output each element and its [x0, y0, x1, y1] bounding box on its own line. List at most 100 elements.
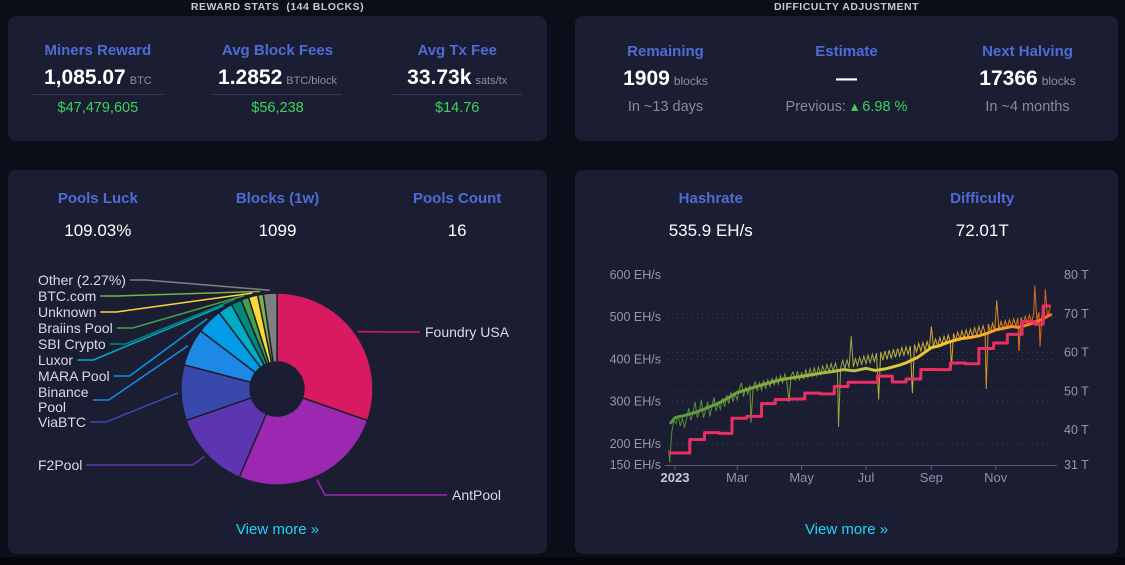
stat-value: 535.9 EH/s	[668, 221, 753, 240]
x-tick-label: Sep	[920, 470, 943, 485]
stat-value: 33.73k	[407, 65, 472, 89]
pie-label: ViaBTC	[38, 414, 86, 430]
pie-label-line	[116, 295, 245, 329]
stat-unit: BTC	[129, 74, 152, 87]
stat-value: 1,085.07	[43, 65, 126, 89]
stat-label: Remaining	[627, 42, 704, 60]
stat-pools-count: Pools Count 16	[367, 190, 547, 241]
pie-label-line	[89, 392, 179, 423]
stat-value: 109.03%	[64, 221, 132, 240]
y-right-tick-label: 60 T	[1064, 346, 1089, 360]
pie-label: AntPool	[452, 487, 501, 503]
y-right-tick-label: 40 T	[1064, 423, 1089, 437]
divider	[392, 93, 522, 95]
pie-label-line	[100, 292, 253, 313]
right-column: DIFFICULTY ADJUSTMENT Remaining 1909 bloc…	[575, 0, 1118, 565]
previous-label: Previous:	[785, 98, 846, 115]
pie-label: SBI Crypto	[38, 336, 106, 352]
stat-usd-value: $56,238	[251, 99, 304, 116]
stat-sub: Previous: ▴ 6.98 %	[756, 99, 937, 115]
stat-unit: blocks	[673, 73, 708, 88]
stat-difficulty: Difficulty 72.01T	[847, 190, 1119, 241]
y-right-tick-label: 70 T	[1064, 307, 1089, 321]
pie-label-line	[129, 279, 270, 292]
reward-stats-panel: Miners Reward 1,085.07 BTC $47,479,605 Av…	[8, 16, 547, 141]
stat-label: Estimate	[815, 42, 878, 60]
stat-value: 1.2852	[218, 65, 283, 89]
y-left-tick-label: 300 EH/s	[610, 395, 661, 409]
footer-strip	[0, 557, 1125, 565]
stat-remaining: Remaining 1909 blocks In ~13 days	[575, 43, 756, 115]
stat-label: Pools Luck	[57, 190, 138, 207]
stat-usd-value: $14.76	[435, 99, 480, 116]
stat-label: Pools Count	[413, 190, 502, 207]
reward-stats-title: REWARD STATS	[190, 1, 280, 13]
x-tick-label: Jul	[858, 470, 875, 485]
difficulty-step-line	[668, 304, 1051, 455]
stat-label: Avg Tx Fee	[417, 41, 497, 59]
stat-miners-reward: Miners Reward 1,085.07 BTC $47,479,605	[8, 42, 188, 116]
previous-change-value: ▴ 6.98 %	[851, 98, 908, 115]
stat-label: Difficulty	[950, 190, 1015, 207]
stat-value: 1909	[623, 66, 670, 90]
stat-avg-tx-fee: Avg Tx Fee 33.73k sats/tx $14.76	[367, 42, 547, 116]
x-tick-label: May	[789, 470, 814, 485]
pie-label-line	[316, 479, 447, 496]
divider	[212, 93, 343, 95]
pie-label-line	[100, 290, 260, 297]
pie-label: BTC.com	[38, 288, 96, 304]
hashrate-difficulty-chart[interactable]: 150 EH/s 200 EH/s 300 EH/s 400 EH/s 500 EH/s…	[575, 253, 1118, 493]
pie-label: MARA Pool	[38, 368, 110, 384]
y-left-tick-label: 150 EH/s	[610, 458, 661, 472]
x-tick-label: Nov	[984, 470, 1008, 485]
reward-stats-blocks-count: (144 BLOCKS)	[286, 1, 365, 13]
divider	[33, 93, 163, 95]
section-title-reward-stats: REWARD STATS (144 BLOCKS)	[8, 1, 547, 13]
pie-label-line	[86, 455, 205, 466]
stat-blocks-1w: Blocks (1w) 1099	[188, 190, 368, 241]
hashrate-difficulty-panel: Hashrate 535.9 EH/s Difficulty 72.01T 15…	[575, 170, 1118, 554]
stat-label: Avg Block Fees	[221, 41, 334, 59]
pools-view-more-link[interactable]: View more »	[235, 521, 320, 538]
y-left-tick-label: 500 EH/s	[610, 310, 661, 324]
left-column: REWARD STATS (144 BLOCKS) Miners Reward 1…	[8, 0, 547, 565]
pie-slice-antpool[interactable]	[238, 396, 369, 486]
pie-slice-foundry-usa[interactable]	[276, 292, 374, 422]
stat-next-halving: Next Halving 17366 blocks In ~4 months	[937, 43, 1118, 115]
stat-hashrate: Hashrate 535.9 EH/s	[575, 190, 847, 241]
stat-value: 16	[447, 221, 467, 240]
hashrate-view-more-link[interactable]: View more »	[804, 521, 889, 538]
stat-value: 17366	[979, 66, 1038, 90]
stat-pools-luck: Pools Luck 109.03%	[8, 190, 188, 241]
pie-label: Binance Pool	[38, 384, 89, 415]
pie-label: Luxor	[38, 352, 73, 368]
pie-slice-other[interactable]	[262, 292, 278, 364]
y-right-tick-label: 80 T	[1064, 268, 1089, 282]
stat-unit: BTC/block	[286, 74, 337, 87]
stat-value: 72.01T	[955, 221, 1009, 240]
hashrate-ma-line	[669, 313, 1053, 425]
pie-label: Unknown	[38, 304, 96, 320]
pie-label: Other (2.27%)	[38, 272, 126, 288]
stat-sub: In ~13 days	[627, 98, 704, 115]
pie-label-line	[77, 305, 224, 361]
difficulty-adjustment-panel: Remaining 1909 blocks In ~13 days Estimat…	[575, 16, 1118, 141]
pie-label: F2Pool	[38, 457, 82, 473]
x-tick-label: Mar	[726, 470, 749, 485]
pie-label-line	[113, 318, 208, 377]
difficulty-adjustment-title: DIFFICULTY ADJUSTMENT	[773, 1, 920, 13]
stat-label: Next Halving	[982, 42, 1073, 60]
y-right-tick-label: 50 T	[1064, 384, 1089, 398]
stat-unit: blocks	[1041, 73, 1076, 88]
pie-label: Braiins Pool	[38, 320, 113, 336]
y-left-tick-label: 600 EH/s	[610, 268, 661, 282]
mining-pools-panel: Pools Luck 109.03% Blocks (1w) 1099 Pool…	[8, 170, 547, 554]
y-left-tick-label: 200 EH/s	[610, 437, 661, 451]
pie-label-line	[92, 345, 189, 401]
stat-sub: In ~4 months	[985, 98, 1070, 115]
y-left-tick-label: 400 EH/s	[610, 352, 661, 366]
y-right-tick-label: 31 T	[1064, 458, 1089, 472]
stat-label: Hashrate	[678, 190, 743, 207]
